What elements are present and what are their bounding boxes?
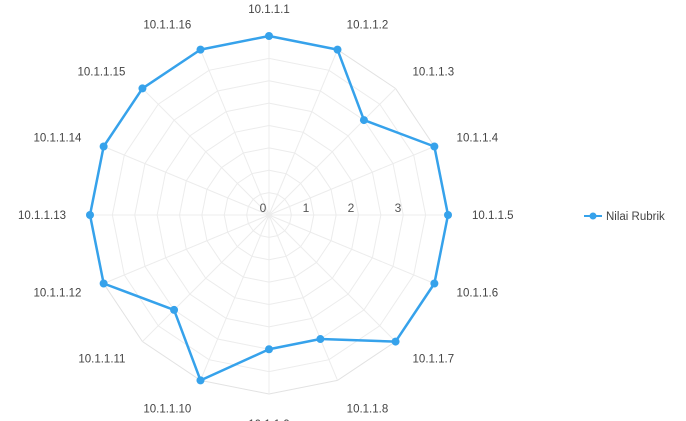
category-label: 10.1.1.2	[347, 19, 389, 31]
data-point[interactable]	[196, 45, 205, 54]
category-label: 10.1.1.10	[143, 404, 191, 416]
category-label: 10.1.1.16	[143, 19, 191, 31]
data-point[interactable]	[265, 345, 273, 354]
category-label: 10.1.1.11	[78, 354, 125, 366]
data-point[interactable]	[430, 142, 439, 151]
category-label: 10.1.1.6	[457, 288, 499, 300]
category-label: 10.1.1.7	[413, 354, 455, 366]
grid-spoke	[142, 214, 270, 342]
data-point[interactable]	[99, 142, 108, 151]
grid-spoke	[142, 88, 270, 216]
legend-marker-icon	[589, 212, 597, 220]
grid-spoke	[268, 49, 338, 216]
data-point[interactable]	[391, 337, 400, 346]
r-tick-label: 1	[303, 201, 310, 215]
legend-label: Nilai Rubrik	[606, 211, 665, 223]
grid-spoke	[103, 214, 270, 284]
data-point[interactable]	[316, 335, 325, 344]
grid-spoke	[200, 214, 270, 381]
category-label: 10.1.1.14	[33, 132, 82, 144]
data-point[interactable]	[359, 116, 368, 125]
r-tick-label: 0	[260, 201, 267, 215]
data-point[interactable]	[99, 279, 108, 288]
grid-spoke	[268, 146, 435, 216]
data-point[interactable]	[430, 279, 439, 288]
data-point[interactable]	[444, 211, 452, 219]
data-point[interactable]	[265, 32, 273, 40]
category-label: 10.1.1.1	[248, 4, 290, 16]
r-tick-label: 2	[348, 201, 355, 215]
data-point[interactable]	[196, 376, 205, 385]
data-point[interactable]	[86, 211, 94, 219]
category-label: 10.1.1.8	[347, 404, 389, 416]
grid-spoke	[268, 214, 435, 284]
grid-spoke	[268, 214, 396, 342]
category-label: 10.1.1.5	[472, 210, 514, 222]
category-label: 10.1.1.12	[33, 288, 81, 300]
data-point[interactable]	[170, 305, 179, 314]
category-label: 10.1.1.4	[457, 132, 499, 144]
category-label: 10.1.1.13	[18, 210, 66, 222]
category-label: 10.1.1.3	[413, 66, 455, 78]
category-labels: 10.1.1.1 10.1.1.2 10.1.1.3 10.1.1.4 10.1.1.5…	[18, 4, 514, 421]
radial-tick-labels: 0 1 2 3	[260, 201, 402, 215]
category-label: 10.1.1.9	[248, 419, 290, 421]
data-point[interactable]	[138, 84, 147, 93]
grid-spoke	[200, 49, 270, 216]
grid-spoke	[268, 88, 396, 216]
r-tick-label: 3	[395, 201, 402, 215]
grid-spoke	[268, 214, 338, 381]
grid-spoke	[103, 146, 270, 216]
series-layer	[86, 32, 452, 385]
category-label: 10.1.1.15	[77, 66, 125, 78]
legend[interactable]: Nilai Rubrik	[584, 211, 665, 223]
data-point[interactable]	[333, 45, 342, 54]
